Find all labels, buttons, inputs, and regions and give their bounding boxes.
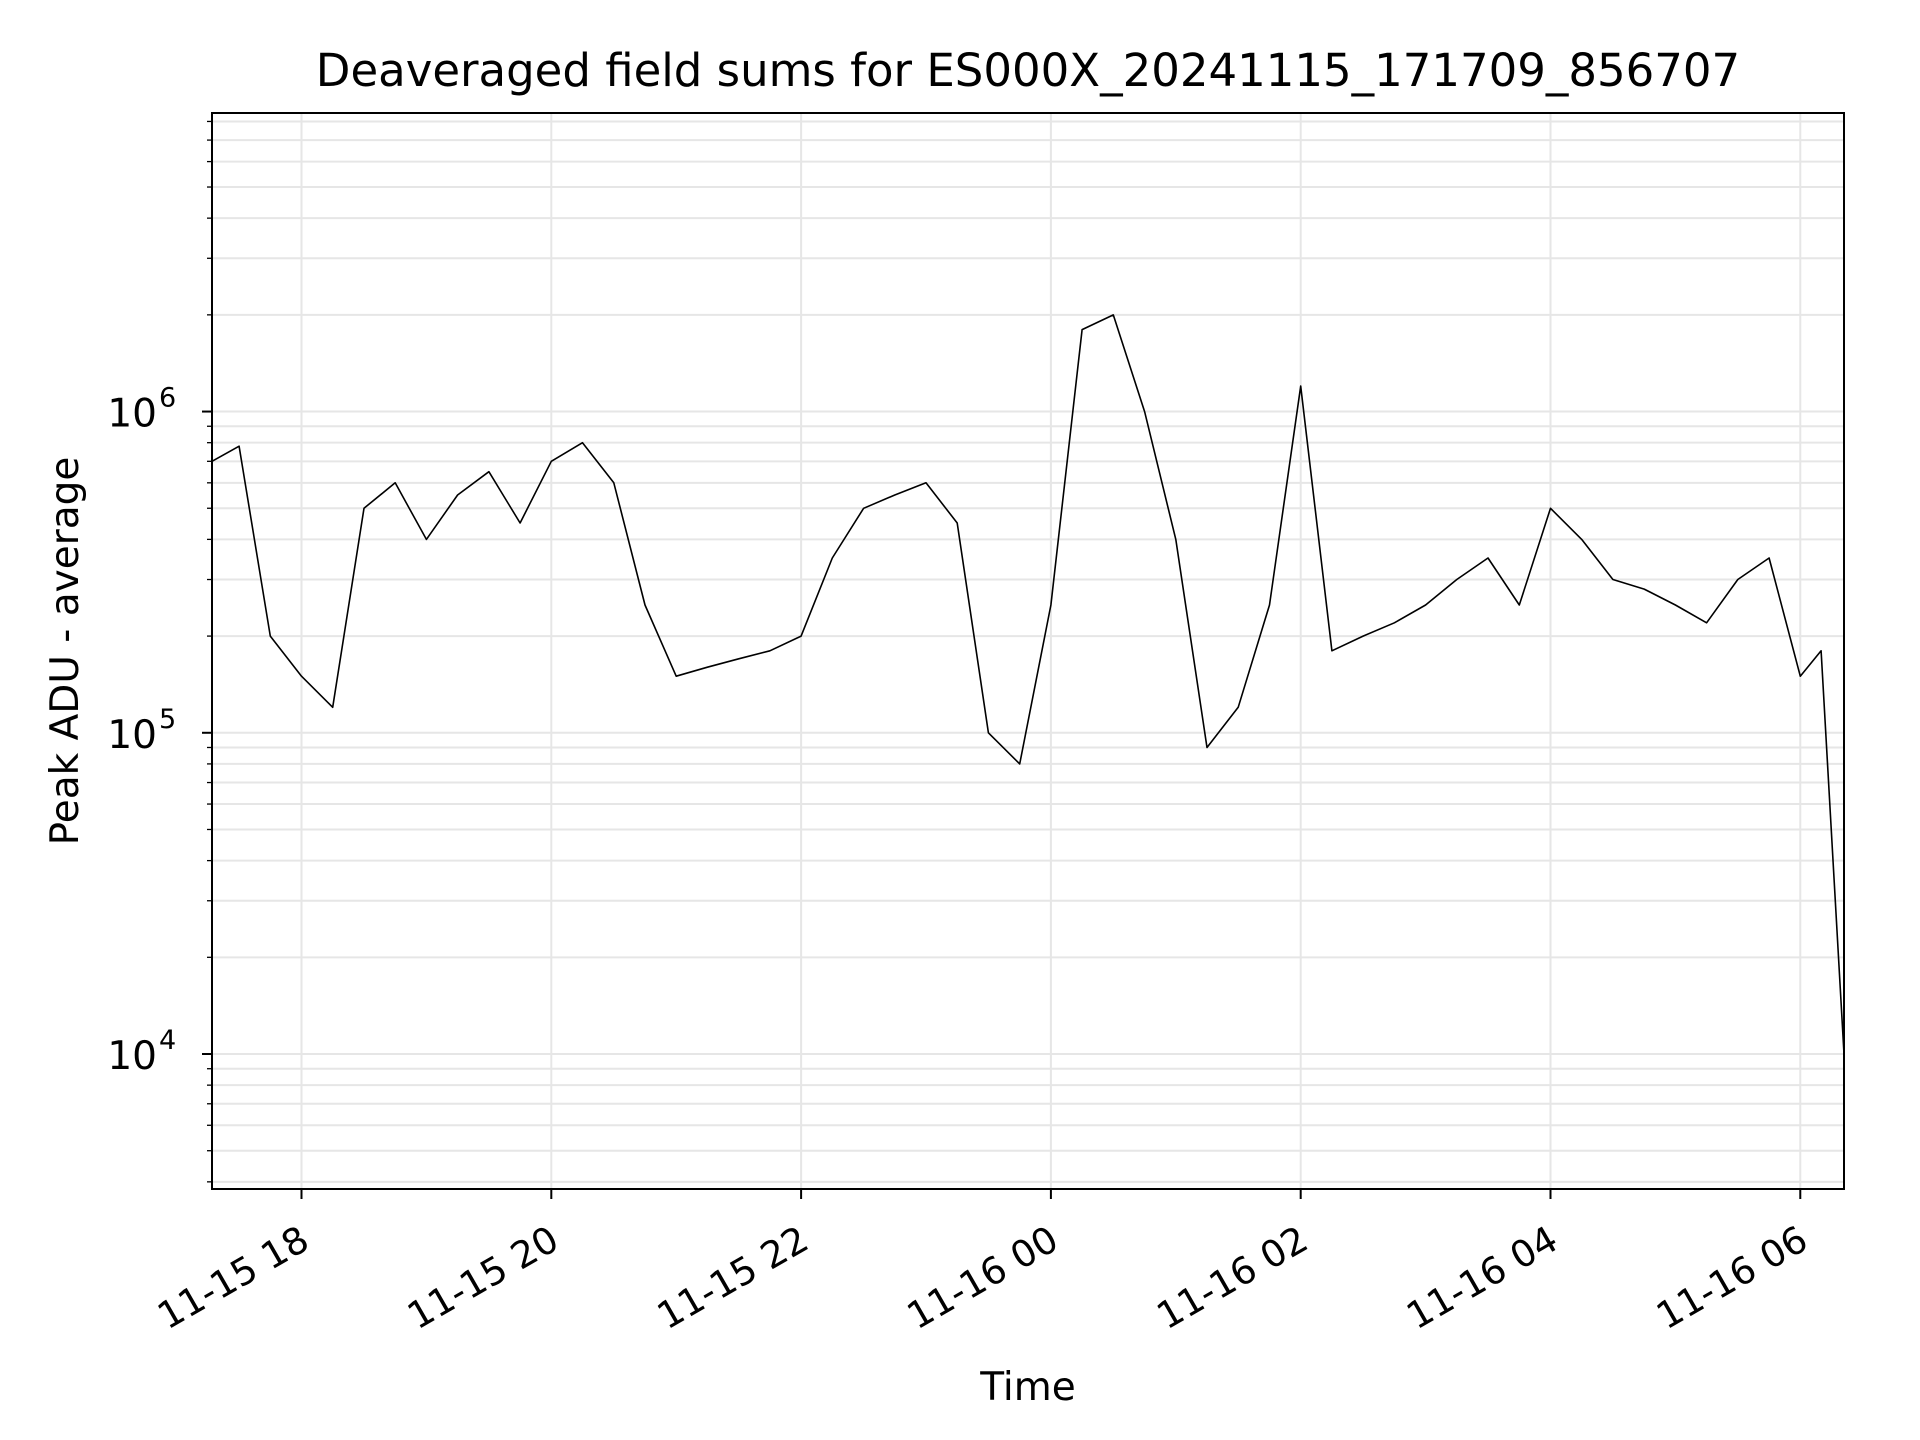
series-line <box>211 314 1845 1055</box>
x-tick-label: 11-15 18 <box>150 1218 316 1338</box>
x-tick-label: 11-16 02 <box>1150 1218 1316 1338</box>
plot-frame <box>211 112 1845 1190</box>
x-tick-label: 11-16 04 <box>1399 1218 1565 1338</box>
chart-title: Deaveraged field sums for ES000X_2024111… <box>316 44 1740 97</box>
y-tick-label-exponent: 6 <box>159 383 176 414</box>
y-tick-label-base: 10 <box>107 1034 157 1079</box>
grid-layer <box>212 113 1844 1189</box>
y-axis-label: Peak ADU - average <box>43 457 88 846</box>
x-tick-label: 11-15 22 <box>650 1218 816 1338</box>
x-axis-label: Time <box>979 1365 1075 1410</box>
x-tick-label: 11-16 00 <box>900 1218 1066 1338</box>
y-tick-label-base: 10 <box>107 713 157 758</box>
x-tick-label: 11-15 20 <box>400 1218 566 1338</box>
y-tick-label-exponent: 5 <box>159 704 176 735</box>
y-tick-label-exponent: 4 <box>159 1025 176 1056</box>
y-tick-label-base: 10 <box>107 392 157 437</box>
x-tick-label: 11-16 06 <box>1649 1218 1815 1338</box>
x-axis: 11-15 18 11-15 20 11-15 22 11-16 00 11-16 02… <box>150 1189 1815 1338</box>
